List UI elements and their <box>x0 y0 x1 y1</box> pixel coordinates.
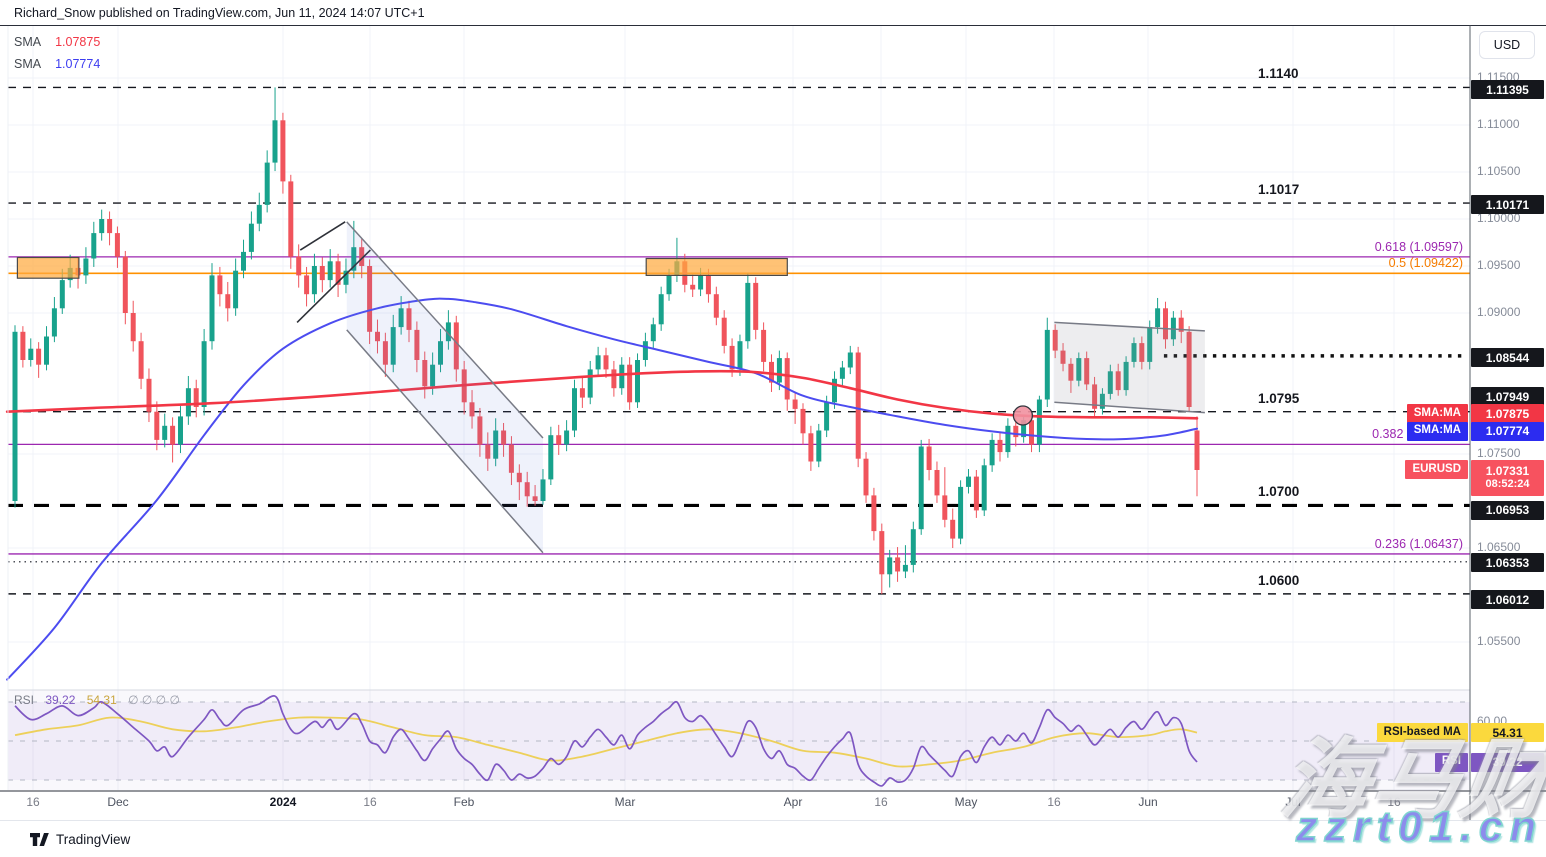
tradingview-attribution[interactable]: TradingView <box>30 831 130 848</box>
price-axis-badge: 1.06953 <box>1471 500 1544 520</box>
time-axis-tick[interactable]: Apr <box>783 795 803 809</box>
price-level-label: 1.1017 <box>1258 182 1300 198</box>
price-axis-tick: 1.11000 <box>1477 117 1520 131</box>
price-axis-tick: 1.10500 <box>1477 164 1521 178</box>
rsi-badge-tag: RSI-based MA <box>1376 723 1468 743</box>
price-axis-tick: 1.09500 <box>1477 258 1521 272</box>
legend-sma-fast-value: 1.07875 <box>55 34 101 49</box>
rsi-legend[interactable]: RSI 39.22 54.31 ∅ ∅ ∅ ∅ <box>14 694 188 706</box>
time-axis-tick[interactable]: Dec <box>107 795 129 809</box>
price-axis-badge: 1.07774 <box>1471 421 1544 441</box>
time-axis-tick[interactable]: Feb <box>453 795 475 809</box>
rsi-axis-badge: 39.22 <box>1471 752 1544 772</box>
symbol-tag: EURUSD <box>1405 459 1468 479</box>
legend-sma-slow-value: 1.07774 <box>55 56 101 71</box>
time-axis-tick[interactable]: 16 <box>363 795 377 809</box>
publish-byline: Richard_Snow published on TradingView.co… <box>14 6 425 20</box>
rsi-badge-tag: RSI <box>1434 752 1468 772</box>
price-axis-badge: 1.08544 <box>1471 348 1544 368</box>
fib-level-label: 0.236 (1.06437) <box>1374 536 1463 551</box>
rsi-legend-value: 39.22 <box>45 693 76 707</box>
price-axis-tick: 1.06500 <box>1477 540 1521 554</box>
price-level-label: 1.1140 <box>1258 66 1299 82</box>
price-axis-tick: 1.09000 <box>1477 305 1521 319</box>
indicator-legend[interactable]: SMA 1.07875 SMA 1.07774 <box>14 31 100 75</box>
price-axis-badge: 1.06012 <box>1471 590 1544 610</box>
sma-ma-tag: SMA:MA <box>1406 404 1468 424</box>
price-axis-tick: 1.07500 <box>1477 446 1521 460</box>
time-axis-tick[interactable]: 16 <box>26 795 40 809</box>
price-axis-tick: 1.05500 <box>1477 634 1521 648</box>
price-axis-badge: 1.06353 <box>1471 553 1544 573</box>
fib-level-label: 0.618 (1.09597) <box>1374 239 1463 254</box>
sma-ma-tag: SMA:MA <box>1406 421 1468 441</box>
fib-level-label: 0.5 (1.09422) <box>1388 256 1463 271</box>
price-axis-badge: 1.07949 <box>1471 387 1544 407</box>
price-axis-tick: 1.10000 <box>1477 211 1521 225</box>
rsi-legend-label: RSI <box>14 693 35 707</box>
currency-selector-button[interactable]: USD <box>1479 31 1535 59</box>
time-axis-tick[interactable]: Jul <box>1285 795 1301 809</box>
price-axis-badge: 1.07875 <box>1471 404 1544 424</box>
tradingview-logo-icon <box>30 833 49 846</box>
legend-sma-slow-label: SMA <box>14 56 42 71</box>
price-axis-badge: 1.11395 <box>1471 80 1544 100</box>
tradingview-logo-text: TradingView <box>56 831 131 847</box>
price-level-label: 1.0700 <box>1258 484 1300 500</box>
price-axis-tick: 1.11500 <box>1477 70 1520 84</box>
legend-sma-fast[interactable]: SMA 1.07875 <box>14 31 100 53</box>
rsi-axis-badge: 54.31 <box>1471 723 1544 743</box>
price-level-label: 1.0600 <box>1258 572 1300 588</box>
fib-level-label: 0.382 (1 <box>1372 427 1418 442</box>
price-level-label: 1.0795 <box>1258 390 1300 406</box>
time-axis-tick[interactable]: May <box>954 795 978 809</box>
time-axis-tick[interactable]: 16 <box>874 795 888 809</box>
rsi-ma-legend-value: 54.31 <box>86 693 117 707</box>
rsi-hidden-values-icon: ∅ ∅ ∅ ∅ <box>128 693 180 707</box>
legend-sma-fast-label: SMA <box>14 34 42 49</box>
last-price-badge: 1.07331 08:52:24 <box>1471 459 1544 496</box>
time-axis-tick[interactable]: 2024 <box>269 795 297 809</box>
time-axis-tick[interactable]: Jun <box>1138 795 1158 809</box>
time-axis-tick[interactable]: 16 <box>1047 795 1061 809</box>
legend-sma-slow[interactable]: SMA 1.07774 <box>14 53 100 75</box>
price-axis-badge: 1.10171 <box>1471 195 1544 215</box>
time-axis-tick[interactable]: Mar <box>614 795 636 809</box>
time-axis-tick[interactable]: 16 <box>1387 795 1401 809</box>
